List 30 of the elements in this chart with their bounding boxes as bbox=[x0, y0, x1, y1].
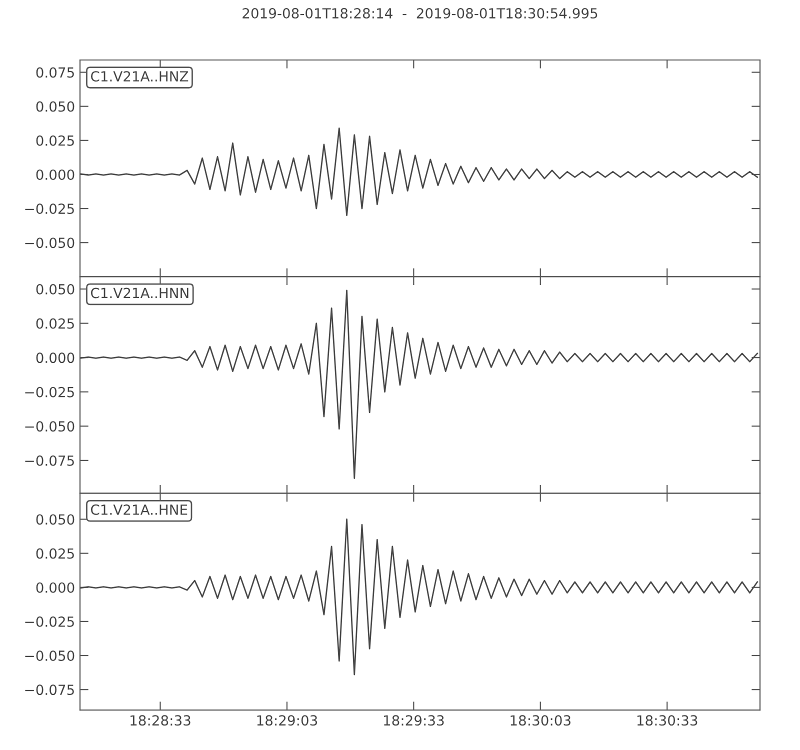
y-tick-label: 0.075 bbox=[36, 67, 74, 78]
y-tick-label: 0.050 bbox=[36, 101, 74, 112]
y-tick-label: −0.075 bbox=[25, 455, 74, 466]
x-tick-label: 18:29:03 bbox=[257, 715, 318, 726]
x-tick-label: 18:28:33 bbox=[130, 715, 190, 726]
chart-title: 2019-08-01T18:28:14 - 2019-08-01T18:30:54.995 bbox=[242, 8, 598, 19]
annotation: C1.V21A..HNN bbox=[90, 288, 188, 298]
y-tick-label: 0.025 bbox=[36, 318, 74, 329]
annotation: C1.V21A..HNE bbox=[90, 504, 188, 515]
y-tick-label: 0.050 bbox=[36, 284, 74, 294]
y-tick-label: 0.025 bbox=[36, 548, 74, 559]
y-tick-label: 0.000 bbox=[36, 352, 74, 364]
line-series bbox=[80, 290, 758, 479]
y-tick-label: −0.075 bbox=[25, 684, 74, 696]
line-series bbox=[80, 518, 758, 676]
y-tick-label: −0.050 bbox=[25, 650, 74, 661]
y-tick-label: 0.025 bbox=[36, 135, 74, 146]
y-tick-label: −0.025 bbox=[25, 386, 74, 398]
y-tick-label: 0.000 bbox=[36, 169, 74, 180]
line-series bbox=[80, 127, 758, 216]
y-tick-label: −0.050 bbox=[25, 238, 74, 248]
annotation: C1.V21A..HNZ bbox=[90, 71, 188, 82]
y-tick-label: 0.000 bbox=[36, 582, 74, 593]
x-tick-label: 18:30:33 bbox=[637, 715, 698, 726]
x-tick-label: 18:30:03 bbox=[510, 715, 570, 726]
y-tick-label: 0.050 bbox=[36, 514, 74, 525]
y-tick-label: −0.025 bbox=[25, 616, 74, 627]
x-tick-label: 18:29:33 bbox=[384, 715, 444, 726]
y-tick-label: −0.050 bbox=[25, 421, 74, 432]
y-tick-label: −0.025 bbox=[25, 204, 74, 214]
